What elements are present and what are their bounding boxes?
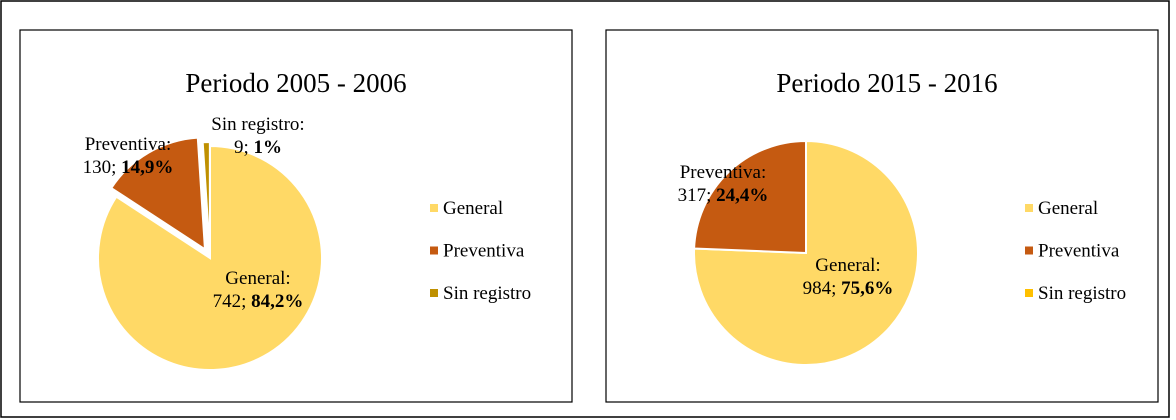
- legend-label: Preventiva: [1038, 241, 1120, 262]
- legend-swatch: [1025, 246, 1033, 255]
- data-label-name: Sin registro:: [211, 114, 304, 135]
- chart-title: Periodo 2015 - 2016: [776, 68, 997, 98]
- data-label: 742; 84,2%: [213, 291, 304, 312]
- legend-label: General: [443, 198, 503, 219]
- pie-slice: [97, 144, 323, 371]
- data-label-percent: 84,2%: [251, 291, 303, 312]
- data-label-name: General:: [815, 255, 880, 276]
- legend-label: Sin registro: [443, 283, 531, 304]
- legend-swatch: [430, 204, 438, 212]
- legend-swatch: [1025, 289, 1033, 297]
- data-label-percent: 75,6%: [841, 278, 893, 299]
- data-label-name: General:: [225, 268, 290, 289]
- legend-label: Sin registro: [1038, 283, 1126, 304]
- pie-chart: Periodo 2005 - 2006 General:742; 84,2% Gen…: [19, 29, 573, 403]
- data-label-name: Preventiva:: [680, 162, 767, 183]
- data-label: 984; 75,6%: [803, 278, 894, 299]
- pie-chart: Periodo 2015 - 2016 General:984; 75,6% Gen…: [605, 29, 1159, 403]
- data-label-percent: 24,4%: [716, 185, 768, 206]
- data-label-value: 317;: [678, 185, 712, 206]
- data-label-percent: 14,9%: [121, 157, 173, 178]
- data-label-value: 130;: [83, 157, 117, 178]
- data-label: 317; 24,4%: [678, 185, 769, 206]
- data-label: 130; 14,9%: [83, 157, 174, 178]
- pie-slice: [109, 136, 207, 252]
- pie-slice: [693, 139, 807, 255]
- data-label-percent: 1%: [254, 137, 283, 158]
- pie-slice: [201, 141, 211, 255]
- chart-title: Periodo 2005 - 2006: [185, 68, 406, 98]
- data-label-name: Preventiva:: [85, 134, 172, 155]
- legend-label: General: [1038, 198, 1098, 219]
- legend-swatch: [430, 246, 438, 255]
- data-label-value: 984;: [803, 278, 837, 299]
- legend-swatch: [1025, 204, 1033, 212]
- data-label-value: 742;: [213, 291, 247, 312]
- legend-swatch: [430, 289, 438, 297]
- data-label-value: 9;: [234, 137, 249, 158]
- legend-label: Preventiva: [443, 241, 525, 262]
- data-label: 9; 1%: [234, 137, 282, 158]
